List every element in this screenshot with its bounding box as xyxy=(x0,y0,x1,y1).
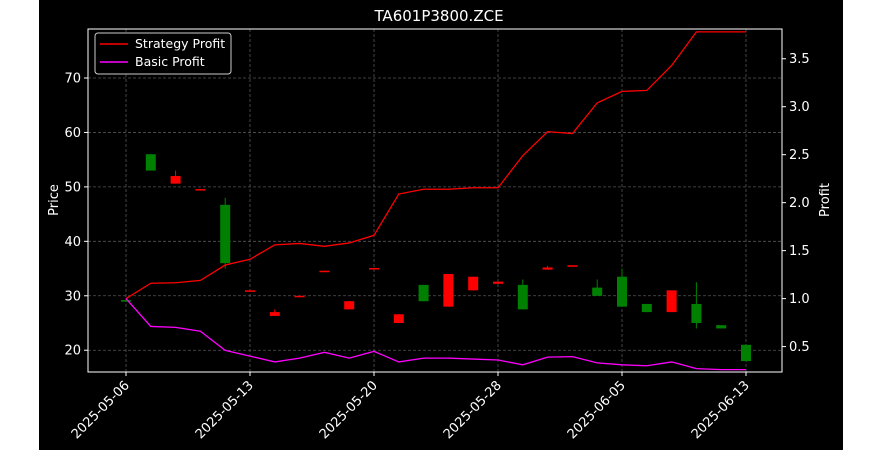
candle-body-up xyxy=(220,204,231,264)
candle-body-down xyxy=(319,270,330,273)
candle-body-up xyxy=(517,284,528,310)
candle-body-down xyxy=(195,189,206,191)
y-right-tick-label: 1.0 xyxy=(789,292,810,307)
candle-body-up xyxy=(617,276,627,307)
candle-body-down xyxy=(269,312,280,316)
y-axis-label: Price xyxy=(47,184,62,216)
y-tick-label: 20 xyxy=(64,344,81,359)
y-tick-label: 30 xyxy=(64,289,81,304)
candle-body-up xyxy=(145,154,156,171)
candle-body-down xyxy=(245,290,255,292)
candle-body-up xyxy=(418,284,429,302)
figure-background xyxy=(39,0,843,450)
y-axis-right: 0.5 1.0 1.5 2.0 2.5 3.0 3.5 xyxy=(782,52,810,355)
candle-body-up xyxy=(121,300,131,302)
candle-body-down xyxy=(542,267,553,270)
y-right-tick-label: 2.5 xyxy=(789,148,810,163)
grid-lines xyxy=(88,29,782,372)
y-axis-right-label: Profit xyxy=(818,183,833,217)
candlestick-series xyxy=(121,154,751,362)
y-right-tick-label: 3.0 xyxy=(789,100,810,115)
candle-body-down xyxy=(493,281,503,284)
candle-body-up xyxy=(741,344,751,362)
y-right-tick-label: 2.0 xyxy=(789,196,810,211)
legend: Strategy Profit Basic Profit xyxy=(94,32,232,75)
strategy-profit-line xyxy=(125,31,746,300)
candle-body-down xyxy=(468,276,479,291)
candle-body-down xyxy=(443,274,454,307)
profit-lines xyxy=(125,31,746,371)
y-tick-label: 60 xyxy=(64,126,81,141)
legend-strategy-label: Strategy Profit xyxy=(135,36,225,51)
candle-body-up xyxy=(716,325,727,329)
candle-body-up xyxy=(592,287,603,296)
y-right-tick-label: 3.5 xyxy=(789,52,810,67)
chart-title: TA601P3800.ZCE xyxy=(373,7,503,25)
candle-body-up xyxy=(691,303,702,323)
y-axis-left: 20 30 40 50 60 70 xyxy=(64,72,88,359)
candle-body-down xyxy=(666,290,677,313)
candle-body-down xyxy=(344,301,355,310)
y-tick-label: 40 xyxy=(64,235,81,250)
candle-body-down xyxy=(170,176,181,184)
plot-frame xyxy=(87,28,783,373)
candle-body-down xyxy=(294,295,305,298)
candle-body-down xyxy=(393,314,404,323)
candle-body-down xyxy=(567,265,578,267)
legend-basic-label: Basic Profit xyxy=(135,54,205,69)
legend-box xyxy=(94,32,232,75)
y-tick-label: 50 xyxy=(64,180,81,195)
y-right-tick-label: 0.5 xyxy=(789,340,810,355)
candle-body-down xyxy=(369,268,379,270)
y-right-tick-label: 1.5 xyxy=(789,244,810,259)
candle-body-up xyxy=(641,303,652,313)
basic-profit-line xyxy=(125,298,746,371)
y-tick-label: 70 xyxy=(64,72,81,87)
